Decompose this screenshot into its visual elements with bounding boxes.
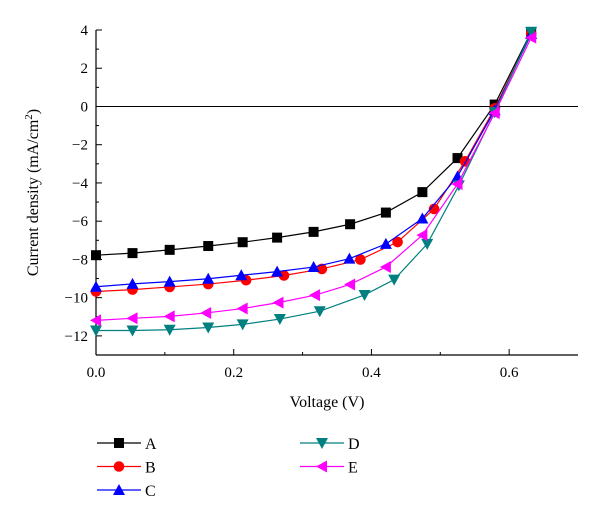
legend-marker [113, 461, 125, 472]
series-a-point [127, 248, 138, 259]
series-c-point [343, 252, 356, 264]
series-e-point [308, 289, 320, 302]
series-a-point [345, 219, 356, 230]
series-d-point [313, 306, 326, 318]
series-a-point [272, 232, 283, 243]
series-e-point [126, 312, 138, 325]
series-e-point [236, 302, 248, 315]
series-c-point [90, 280, 102, 292]
y-tick-label: −6 [72, 214, 88, 230]
series-c-point [271, 265, 284, 277]
series-e-point [344, 278, 356, 291]
legend-marker [113, 484, 125, 495]
series-d-point [273, 314, 286, 326]
x-tick-label: 0.2 [224, 365, 243, 381]
series-a-point [164, 244, 175, 255]
series-d-line [96, 31, 532, 332]
series-c-point [202, 272, 215, 284]
series-e-point [488, 107, 500, 120]
x-tick-label: 0.4 [362, 365, 381, 381]
legend: ABC DE [97, 436, 360, 500]
y-tick-label: −12 [65, 329, 88, 345]
legend-item-d: D [300, 436, 360, 453]
series-b-point [355, 254, 366, 265]
y-axis-title: Current density (mA/cm2) [23, 109, 42, 276]
y-tick-label: −8 [72, 252, 88, 268]
series-d-point [126, 325, 139, 337]
series-e-point [90, 314, 101, 327]
series-b-point [392, 236, 403, 248]
series-e-point [200, 306, 212, 319]
y-tick-label: 0 [81, 99, 89, 115]
y-tick-label: 4 [81, 23, 89, 39]
series-a-point [91, 250, 101, 261]
legend-label: C [145, 483, 156, 500]
series-d-point [388, 274, 401, 286]
series-e-point [525, 31, 537, 44]
series-e [90, 31, 537, 327]
series-c-line [95, 33, 532, 288]
y-tick-label: −10 [65, 291, 88, 307]
series-e-point [163, 310, 175, 323]
series-b-point [278, 270, 290, 281]
series-e-point [451, 178, 463, 191]
plot-area: 4 2 0 −2 −4 −6 −8 −10 −12 0.0 0.2 0.4 0.6 [65, 23, 578, 381]
series-d-point [358, 289, 371, 301]
legend-label: E [348, 460, 358, 477]
series-a-point [452, 153, 463, 164]
x-tick-label: 0.0 [87, 365, 106, 381]
series-c-point [307, 261, 320, 273]
y-tick-label: −4 [72, 176, 88, 192]
series-e-point [272, 296, 284, 309]
series-d-point [525, 26, 538, 38]
series-d-point [236, 319, 249, 331]
series-e-point [416, 229, 428, 242]
legend-item-e: E [300, 460, 358, 477]
legend-item-b: B [97, 460, 156, 477]
series-c-point [163, 275, 176, 287]
series-c-point [379, 237, 392, 249]
series-e-point [379, 261, 391, 274]
series-c-point [126, 277, 139, 289]
legend-marker [316, 438, 328, 449]
legend-marker [316, 460, 327, 473]
series-a [91, 26, 537, 261]
legend-label: B [145, 460, 156, 477]
legend-item-c: C [97, 483, 156, 500]
legend-label: D [348, 436, 360, 453]
series-c-point [416, 212, 429, 224]
series-e-line [95, 37, 532, 321]
series-d-point [163, 324, 176, 336]
series-d-point [421, 238, 434, 250]
y-tick-label: 2 [81, 61, 89, 77]
x-axis-title: Voltage (V) [290, 394, 365, 411]
x-tick-label: 0.6 [500, 365, 519, 381]
series-a-point [237, 237, 248, 248]
series-d-point [202, 322, 215, 334]
legend-item-a: A [97, 436, 157, 453]
series-a-point [308, 226, 319, 237]
series-a-point [203, 241, 214, 252]
series-a-line [95, 31, 532, 256]
series-b-point [428, 203, 440, 215]
y-tick-label: −2 [72, 138, 88, 154]
series-d-point [90, 325, 102, 337]
series-d [90, 26, 538, 337]
legend-label: A [145, 436, 157, 453]
legend-marker [114, 438, 124, 448]
series-a-point [380, 207, 391, 218]
series-c-point [235, 269, 248, 281]
series-a-point [417, 187, 428, 198]
